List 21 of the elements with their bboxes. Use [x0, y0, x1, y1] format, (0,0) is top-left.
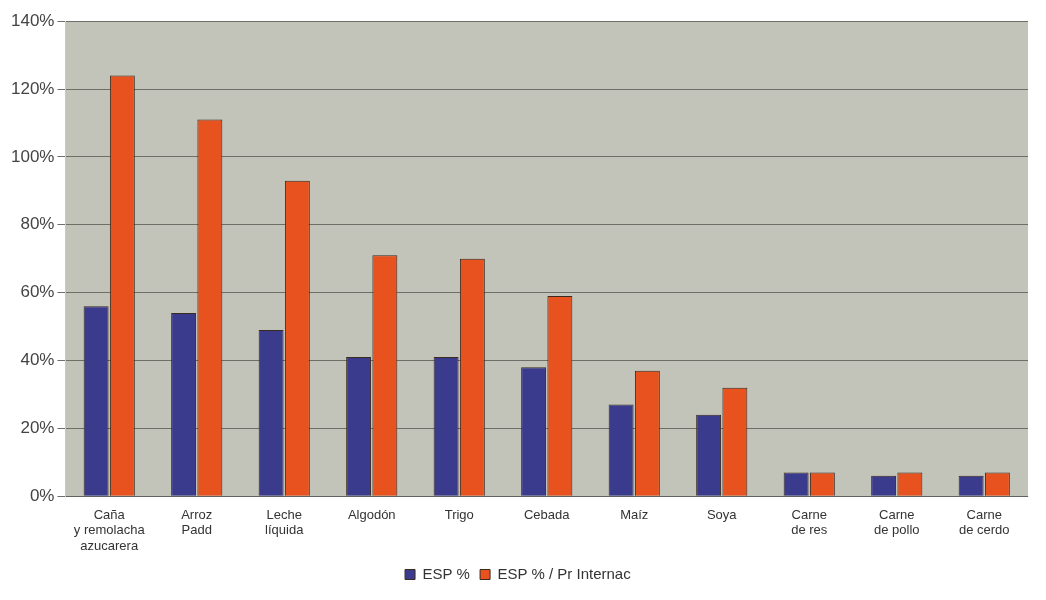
y-tick-label: 0% [29, 485, 55, 505]
y-tick-label: 20% [20, 418, 55, 438]
legend-label: ESP % / Pr Internac [497, 564, 632, 582]
x-tick-label: Arroz Padd [181, 506, 213, 538]
legend-label: ESP % [422, 564, 470, 582]
x-tick-label: Trigo [444, 506, 474, 522]
x-tick-label: Carne de res [791, 506, 828, 538]
x-tick-label: Algodón [347, 506, 396, 522]
y-tick-label: 80% [20, 214, 55, 234]
y-tick-label: 60% [20, 282, 55, 302]
y-tick-label: 140% [11, 10, 55, 30]
x-tick-label: Soya [706, 506, 738, 522]
x-tick-label: Maíz [620, 506, 649, 522]
x-tick-label: Leche líquida [265, 506, 305, 538]
y-tick-label: 100% [11, 146, 55, 166]
y-tick-label: 40% [20, 350, 55, 370]
x-tick-label: Carne de cerdo [958, 506, 1010, 538]
x-tick-label: Caña y remolacha azucarera [73, 506, 146, 553]
x-tick-label: Carne de pollo [873, 506, 920, 538]
x-tick-label: Cebada [523, 506, 571, 522]
y-tick-label: 120% [11, 78, 55, 98]
